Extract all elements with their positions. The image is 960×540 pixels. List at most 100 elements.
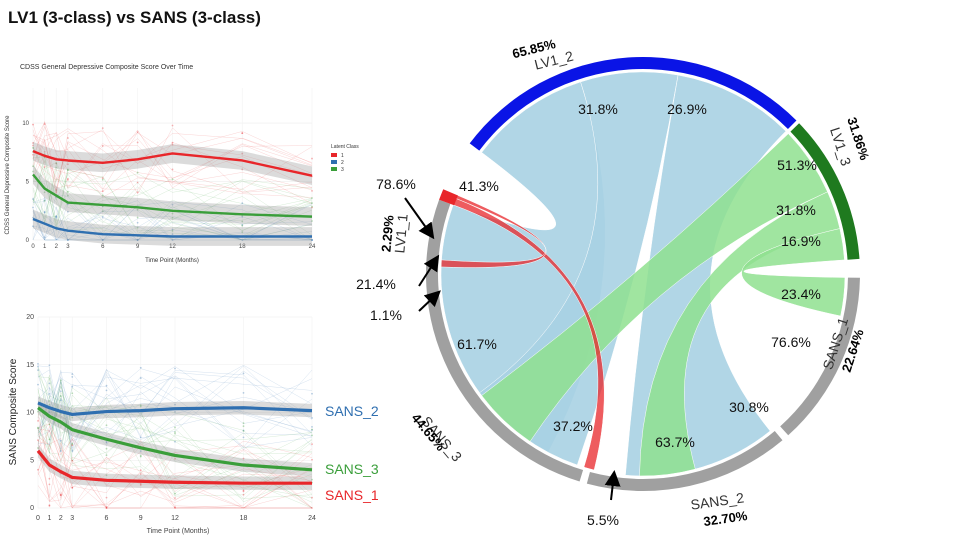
trajectory-line — [37, 365, 313, 446]
trajectory-line — [37, 438, 313, 500]
data-point — [59, 395, 62, 398]
data-point — [136, 221, 139, 224]
legend-swatch — [331, 160, 337, 164]
flow-percent-label: 31.8% — [578, 101, 618, 117]
y-tick-label: 0 — [26, 238, 30, 244]
data-point — [43, 191, 46, 194]
data-point — [48, 364, 51, 367]
flow-percent-label: 1.1% — [370, 307, 402, 323]
data-point — [311, 478, 313, 481]
mean-line-SANS_2 — [37, 401, 313, 417]
trajectory-line — [32, 204, 313, 241]
flow-percent-label: 63.7% — [655, 434, 695, 450]
data-point — [311, 428, 313, 431]
data-point — [171, 212, 174, 215]
data-point — [139, 455, 142, 458]
series-label-SANS_1: SANS_1 — [325, 487, 379, 503]
cdss-chart-title: CDSS General Depressive Composite Score … — [20, 64, 193, 71]
trajectory-line — [37, 370, 313, 447]
data-point — [71, 443, 74, 446]
trajectory-line — [32, 141, 313, 190]
trajectory-line — [32, 131, 313, 188]
data-point — [171, 141, 174, 144]
data-point — [241, 220, 244, 223]
data-point — [32, 123, 34, 126]
pointer-arrow — [404, 197, 435, 240]
flow-percent-label: 26.9% — [667, 101, 707, 117]
data-point — [311, 239, 313, 241]
trajectory-line — [37, 365, 313, 444]
chord-ribbon — [741, 228, 846, 317]
trajectory-line — [32, 199, 313, 241]
data-point — [55, 188, 58, 191]
chord-ribbon — [452, 198, 605, 471]
data-point — [139, 450, 142, 453]
data-point — [66, 194, 69, 197]
x-tick-label: 1 — [47, 515, 51, 522]
cdss-chart: CDSS General Depressive Composite Score … — [5, 64, 359, 264]
data-point — [43, 123, 46, 126]
group-percent-label: 32.70% — [702, 508, 748, 529]
data-point — [55, 162, 58, 165]
data-point — [105, 507, 108, 509]
trajectory-line — [32, 190, 313, 238]
trajectory-line — [37, 391, 313, 474]
data-point — [241, 132, 244, 134]
legend-entry: 3 — [341, 167, 344, 173]
data-point — [171, 228, 174, 231]
legend-entry: 2 — [341, 160, 344, 166]
data-point — [37, 427, 39, 430]
data-point — [32, 198, 34, 200]
data-point — [71, 450, 74, 452]
data-point — [171, 239, 174, 241]
flow-percent-label: 30.8% — [729, 399, 769, 415]
data-point — [48, 438, 51, 441]
legend-swatch — [331, 153, 337, 157]
trajectory-line — [37, 425, 313, 483]
trajectory-line — [32, 198, 313, 241]
group-percent-label: 2.29% — [378, 214, 396, 252]
series-label-SANS_2: SANS_2 — [325, 403, 379, 419]
data-point — [43, 166, 46, 168]
data-point — [32, 170, 34, 173]
data-point — [174, 432, 176, 435]
data-point — [59, 494, 62, 496]
pointer-arrow — [418, 254, 440, 287]
data-point — [171, 178, 174, 181]
confidence-band — [38, 444, 312, 490]
data-point — [32, 206, 34, 209]
data-point — [48, 504, 51, 507]
y-tick-label: 10 — [26, 410, 34, 417]
group-name-label: SANS_2 — [690, 489, 746, 512]
data-point — [43, 236, 46, 239]
data-point — [48, 477, 51, 480]
flow-percent-label: 51.3% — [777, 157, 817, 173]
data-point — [48, 399, 51, 402]
x-tick-label: 3 — [66, 244, 70, 250]
trajectory-line — [32, 157, 313, 224]
flow-percent-label: 31.8% — [776, 202, 816, 218]
flow-percent-label: 61.7% — [457, 336, 497, 352]
data-point — [139, 454, 142, 457]
confidence-band — [33, 165, 312, 226]
data-point — [139, 436, 142, 439]
trajectory-line — [32, 128, 313, 198]
data-point — [242, 493, 245, 496]
data-point — [105, 447, 108, 450]
cdss-y-axis-label: CDSS General Depressive Composite Score — [5, 115, 11, 235]
trajectory-line — [32, 215, 313, 241]
data-point — [66, 137, 69, 139]
trajectory-line — [32, 203, 313, 241]
trajectory-line — [37, 377, 313, 490]
data-point — [101, 144, 104, 147]
mean-line-3 — [32, 173, 313, 218]
data-point — [32, 144, 34, 147]
data-point — [311, 429, 313, 431]
data-point — [242, 429, 245, 432]
data-point — [66, 210, 69, 213]
data-point — [242, 490, 245, 493]
data-point — [48, 483, 51, 486]
trajectory-line — [37, 402, 313, 499]
trajectory-line — [37, 447, 313, 509]
